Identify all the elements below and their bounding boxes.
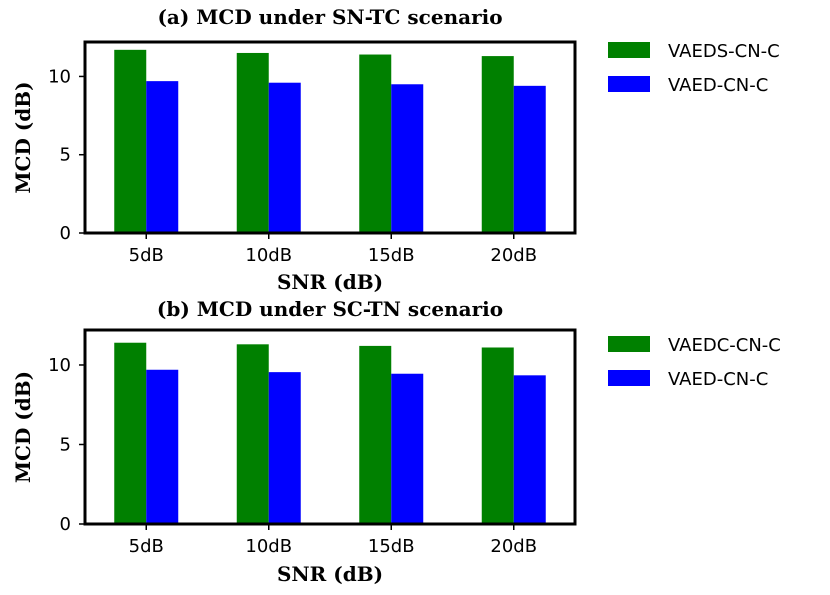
x-tick-label: 15dB bbox=[368, 536, 415, 557]
x-tick-label: 5dB bbox=[129, 245, 164, 266]
legend-swatch bbox=[608, 370, 650, 386]
y-tick-label: 10 bbox=[48, 66, 71, 87]
y-axis-label: MCD (dB) bbox=[11, 81, 35, 193]
bar-VAED-CN-C-10dB bbox=[268, 372, 301, 524]
chart-title: (a) MCD under SN-TC scenario bbox=[157, 5, 502, 29]
bar-VAEDS-CN-C-5dB bbox=[114, 49, 147, 234]
bar-VAED-CN-C-5dB bbox=[146, 369, 179, 524]
chart-1: (b) MCD under SC-TN scenario 0 5 10 5dB 10dB 1… bbox=[11, 297, 781, 586]
y-tick-label: 10 bbox=[48, 355, 71, 376]
bar-VAED-CN-C-15dB bbox=[391, 373, 424, 524]
bar-VAED-CN-C-20dB bbox=[513, 375, 546, 524]
y-tick-label: 0 bbox=[60, 223, 71, 244]
y-tick-label: 0 bbox=[60, 514, 71, 535]
x-tick-label: 5dB bbox=[129, 536, 164, 557]
bar-VAEDS-CN-C-10dB bbox=[236, 52, 269, 233]
x-tick-label: 10dB bbox=[245, 245, 292, 266]
legend-swatch bbox=[608, 42, 650, 58]
bar-VAEDS-CN-C-15dB bbox=[359, 54, 392, 233]
x-tick-label: 20dB bbox=[490, 245, 537, 266]
legend-swatch bbox=[608, 336, 650, 352]
bar-VAED-CN-C-10dB bbox=[268, 82, 301, 233]
plot-frame bbox=[83, 328, 577, 526]
x-tick-label: 20dB bbox=[490, 536, 537, 557]
bar-VAEDC-CN-C-5dB bbox=[114, 342, 147, 524]
legend-label: VAEDC-CN-C bbox=[668, 335, 781, 356]
bar-VAEDC-CN-C-20dB bbox=[481, 347, 514, 524]
chart-title: (b) MCD under SC-TN scenario bbox=[157, 297, 503, 321]
legend-swatch bbox=[608, 76, 650, 92]
bar-VAED-CN-C-20dB bbox=[513, 85, 546, 234]
legend-label: VAED-CN-C bbox=[668, 75, 768, 96]
x-axis-label: SNR (dB) bbox=[277, 562, 383, 586]
bar-VAEDC-CN-C-15dB bbox=[359, 345, 392, 524]
legend-label: VAED-CN-C bbox=[668, 369, 768, 390]
y-axis-label: MCD (dB) bbox=[11, 371, 35, 483]
plot-frame bbox=[83, 40, 577, 235]
bar-VAED-CN-C-15dB bbox=[391, 84, 424, 233]
x-tick-label: 10dB bbox=[245, 536, 292, 557]
x-axis-label: SNR (dB) bbox=[277, 270, 383, 294]
x-tick-label: 15dB bbox=[368, 245, 415, 266]
y-tick-label: 5 bbox=[60, 145, 71, 166]
legend-label: VAEDS-CN-C bbox=[668, 41, 780, 62]
chart-0: (a) MCD under SN-TC scenario 0 5 10 5dB 10dB 1… bbox=[11, 5, 780, 294]
bar-VAEDS-CN-C-20dB bbox=[481, 56, 514, 233]
y-tick-label: 5 bbox=[60, 434, 71, 455]
bar-VAED-CN-C-5dB bbox=[146, 81, 179, 233]
bar-VAEDC-CN-C-10dB bbox=[236, 344, 269, 524]
